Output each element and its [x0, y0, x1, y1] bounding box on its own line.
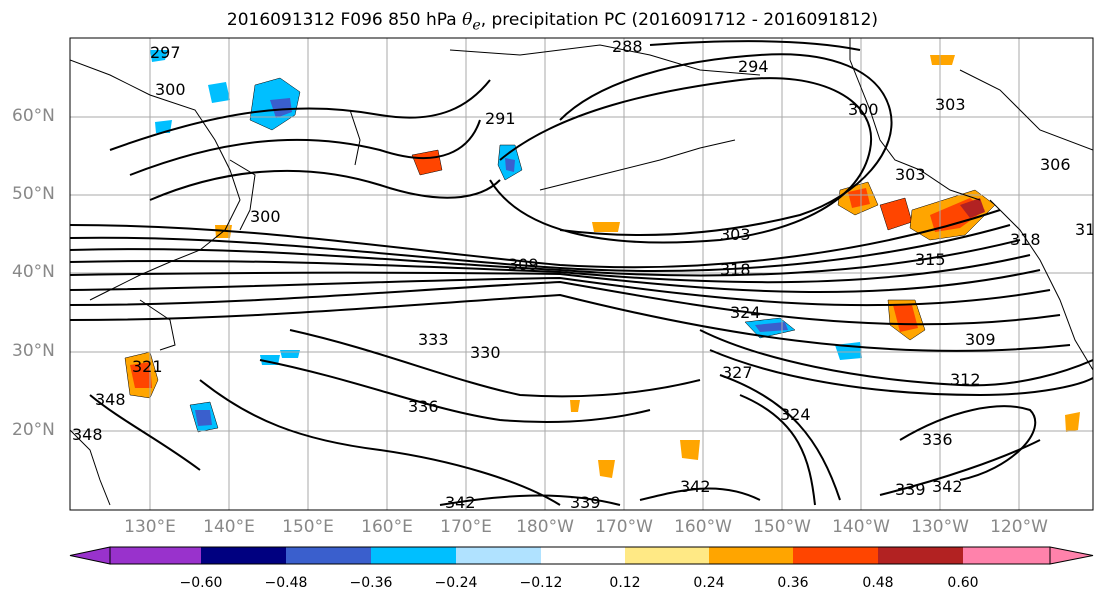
contour-label: 342: [445, 493, 476, 512]
lon-label: 180°W: [516, 517, 574, 537]
contour-label: 342: [680, 477, 711, 496]
lon-label: 140°W: [832, 517, 890, 537]
contour-label: 324: [780, 405, 811, 424]
contour-label: 300: [155, 80, 186, 99]
colorbar-bin: [541, 547, 625, 564]
lon-label: 160°E: [361, 517, 413, 537]
contour-label: 300: [848, 100, 879, 119]
colorbar-tick: −0.36: [349, 575, 393, 591]
contour-label: 315: [915, 250, 946, 269]
contour-labels: 297 300 288 294 300 303 291 300 303 303 …: [72, 37, 1105, 512]
colorbar-extend-max: [1049, 546, 1094, 565]
theta-e-contours: [70, 40, 1093, 506]
colorbar-bin: [793, 547, 878, 564]
colorbar-tick: −0.24: [434, 575, 478, 591]
lon-label: 150°W: [753, 517, 811, 537]
lon-label: 140°E: [203, 517, 255, 537]
contour-label: 315: [1075, 220, 1105, 239]
lon-label: 160°W: [674, 517, 732, 537]
contour-label: 306: [1040, 155, 1071, 174]
colorbar-bin: [625, 547, 709, 564]
lon-label: 150°E: [282, 517, 334, 537]
lon-label: 170°W: [595, 517, 653, 537]
contour-label: 348: [72, 425, 103, 444]
contour-label: 339: [570, 493, 601, 512]
colorbar-bin: [709, 547, 793, 564]
colorbar-bin: [878, 547, 963, 564]
lon-label: 120°W: [990, 517, 1048, 537]
contour-label: 342: [932, 477, 963, 496]
colorbar-tick: 0.48: [862, 575, 894, 591]
colorbar-bin: [456, 547, 541, 564]
colorbar-tick: −0.12: [519, 575, 563, 591]
contour-label: 303: [895, 165, 926, 184]
colorbar-tick: 0.12: [609, 575, 641, 591]
colorbar-tick: 0.24: [693, 575, 725, 591]
colorbar-bin: [201, 547, 286, 564]
lat-label: 30°N: [12, 341, 55, 361]
colorbar-tick: −0.48: [264, 575, 308, 591]
colorbar-bin: [286, 547, 371, 564]
contour-label: 318: [720, 260, 751, 279]
colorbar-bin: [963, 547, 1050, 564]
coastlines: [70, 38, 1093, 506]
lon-label: 130°E: [124, 517, 176, 537]
contour-label: 336: [408, 397, 439, 416]
contour-label: 333: [418, 330, 449, 349]
contour-label: 321: [132, 357, 163, 376]
contour-label: 318: [1010, 230, 1041, 249]
map-title: 2016091312 F096 850 hPa θe, precipitatio…: [226, 10, 879, 34]
lat-label: 50°N: [12, 184, 55, 204]
contour-label: 312: [950, 370, 981, 389]
colorbar-outline: [109, 546, 1051, 565]
lon-label: 130°W: [911, 517, 969, 537]
colorbar-extend-min: [69, 546, 111, 565]
lon-label: 170°E: [440, 517, 492, 537]
contour-label: 294: [738, 57, 769, 76]
contour-label: 309: [508, 255, 539, 274]
contour-label: 309: [965, 330, 996, 349]
colorbar-bin: [371, 547, 456, 564]
contour-label: 336: [922, 430, 953, 449]
contour-label: 300: [250, 207, 281, 226]
contour-label: 327: [722, 363, 753, 382]
colorbar: [69, 546, 1094, 565]
contour-label: 288: [612, 37, 643, 56]
contour-label: 303: [935, 95, 966, 114]
contour-label: 297: [150, 43, 181, 62]
contour-label: 303: [720, 225, 751, 244]
lat-label: 60°N: [12, 106, 55, 126]
map-frame: [69, 37, 1094, 511]
contour-label: 291: [485, 109, 516, 128]
colorbar-tick: 0.60: [947, 575, 979, 591]
contour-label: 324: [730, 303, 761, 322]
colorbar-tick: −0.60: [179, 575, 223, 591]
colorbar-bin: [110, 547, 201, 564]
lat-label: 40°N: [12, 262, 55, 282]
contour-label: 330: [470, 343, 501, 362]
colorbar-tick: 0.36: [777, 575, 809, 591]
lat-label: 20°N: [12, 420, 55, 440]
contour-label: 348: [95, 390, 126, 409]
contour-label: 339: [895, 480, 926, 499]
